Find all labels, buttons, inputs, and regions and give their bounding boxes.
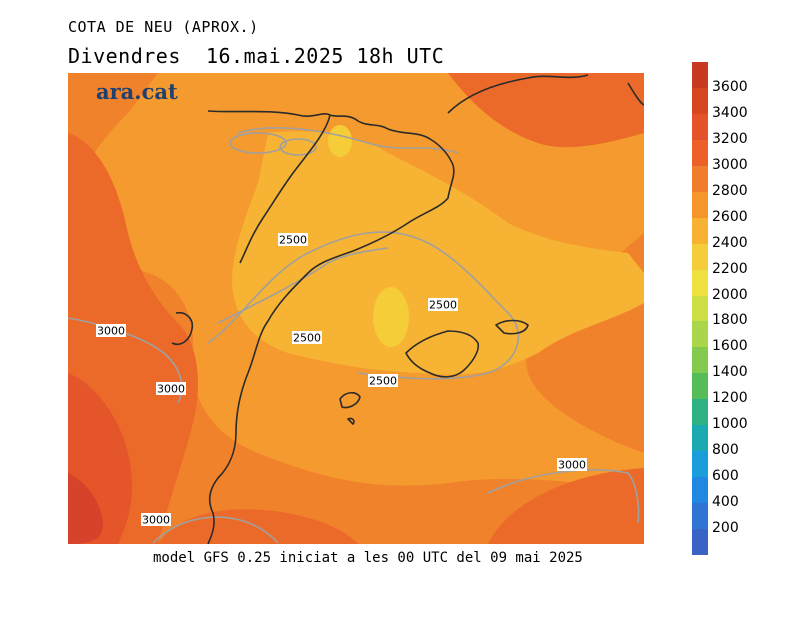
colorbar-swatch [692, 295, 708, 322]
colorbar-tick-label: 200 [712, 520, 739, 537]
colorbar [692, 62, 708, 556]
colorbar-swatch [692, 243, 708, 271]
model-run-footer: model GFS 0.25 iniciat a les 00 UTC del … [153, 550, 583, 566]
contour-pyrenees-a [229, 132, 287, 154]
contour-label-3000-se: 3000 [558, 459, 586, 472]
colorbar-swatch [692, 373, 708, 400]
island-menorca [495, 319, 529, 335]
field-2400 [232, 131, 644, 375]
colorbar-tick-label: 3600 [712, 78, 748, 95]
colorbar-swatch [692, 529, 708, 556]
field-2200-spot-a [373, 287, 409, 347]
colorbar-tick-label: 1800 [712, 312, 748, 329]
colorbar-tick-label: 400 [712, 494, 739, 511]
colorbar-swatch [692, 113, 708, 141]
colorbar-swatch [692, 477, 708, 504]
colorbar-swatch [692, 269, 708, 297]
colorbar-swatch [692, 165, 708, 193]
colorbar-tick-label: 800 [712, 442, 739, 459]
contour-2500-north [237, 127, 459, 154]
colorbar-tick-label: 2400 [712, 234, 748, 251]
snow-level-map: 2500 2500 2500 2500 3000 3000 [68, 73, 644, 544]
colorbar-tick-label: 2000 [712, 286, 748, 303]
colorbar-swatch [692, 451, 708, 478]
colorbar-tick-label: 1400 [712, 364, 748, 381]
field-3400-sw [68, 473, 103, 544]
contour-label-2500-east: 2500 [429, 299, 457, 312]
coastline-iberia [207, 110, 455, 544]
island-formentera [347, 417, 355, 425]
colorbar-tick-label: 1200 [712, 390, 748, 407]
coastline-sardinia-tip [627, 82, 644, 106]
colorbar-tick-label: 2200 [712, 260, 748, 277]
island-ibiza [339, 391, 361, 409]
coastline-france [447, 74, 589, 114]
contour-label-2500-center: 2500 [293, 332, 321, 345]
contour-3000-sw [152, 516, 279, 544]
contour-3000-se [487, 469, 640, 524]
island-mallorca [405, 330, 480, 378]
field-3000-se [488, 468, 644, 544]
contour-label-3000-west: 3000 [97, 325, 125, 338]
colorbar-swatch [692, 425, 708, 452]
ara-cat-logo: ara.cat [96, 79, 178, 104]
colorbar-tick-label: 1600 [712, 338, 748, 355]
colorbar-swatch [692, 399, 708, 426]
contour-label-2500-south: 2500 [369, 375, 397, 388]
border-france-spain [239, 114, 331, 264]
colorbar-tick-label: 2600 [712, 208, 748, 225]
colorbar-swatch [692, 217, 708, 245]
contour-label-3000-bottom: 3000 [142, 514, 170, 527]
chart-title: COTA DE NEU (APROX.) [68, 18, 259, 36]
colorbar-swatch [692, 87, 708, 115]
colorbar-swatch [692, 347, 708, 374]
field-3000-north [448, 73, 644, 148]
contour-2500-main [207, 231, 520, 380]
colorbar-tick-label: 2800 [712, 182, 748, 199]
colorbar-swatch [692, 191, 708, 219]
contour-2500-inner [217, 247, 389, 324]
colorbar-tick-label: 600 [712, 468, 739, 485]
colorbar-tick-label: 3200 [712, 130, 748, 147]
colorbar-swatch [692, 139, 708, 167]
colorbar-tick-label: 1000 [712, 416, 748, 433]
colorbar-tick-label: 3000 [712, 156, 748, 173]
contour-label-3000-sw: 3000 [157, 383, 185, 396]
contour-pyrenees-b [279, 138, 317, 156]
colorbar-swatch [692, 321, 708, 348]
colorbar-swatch [692, 62, 708, 89]
chart-subtitle: Divendres 16.mai.2025 18h UTC [68, 44, 445, 68]
contour-labels: 2500 2500 2500 2500 3000 3000 [96, 233, 587, 527]
colorbar-tick-label: 3400 [712, 104, 748, 121]
colorbar-swatch [692, 503, 708, 530]
coastline-west [171, 311, 194, 345]
field-2200-spot-b [328, 125, 352, 157]
contour-label-2500-north: 2500 [279, 234, 307, 247]
